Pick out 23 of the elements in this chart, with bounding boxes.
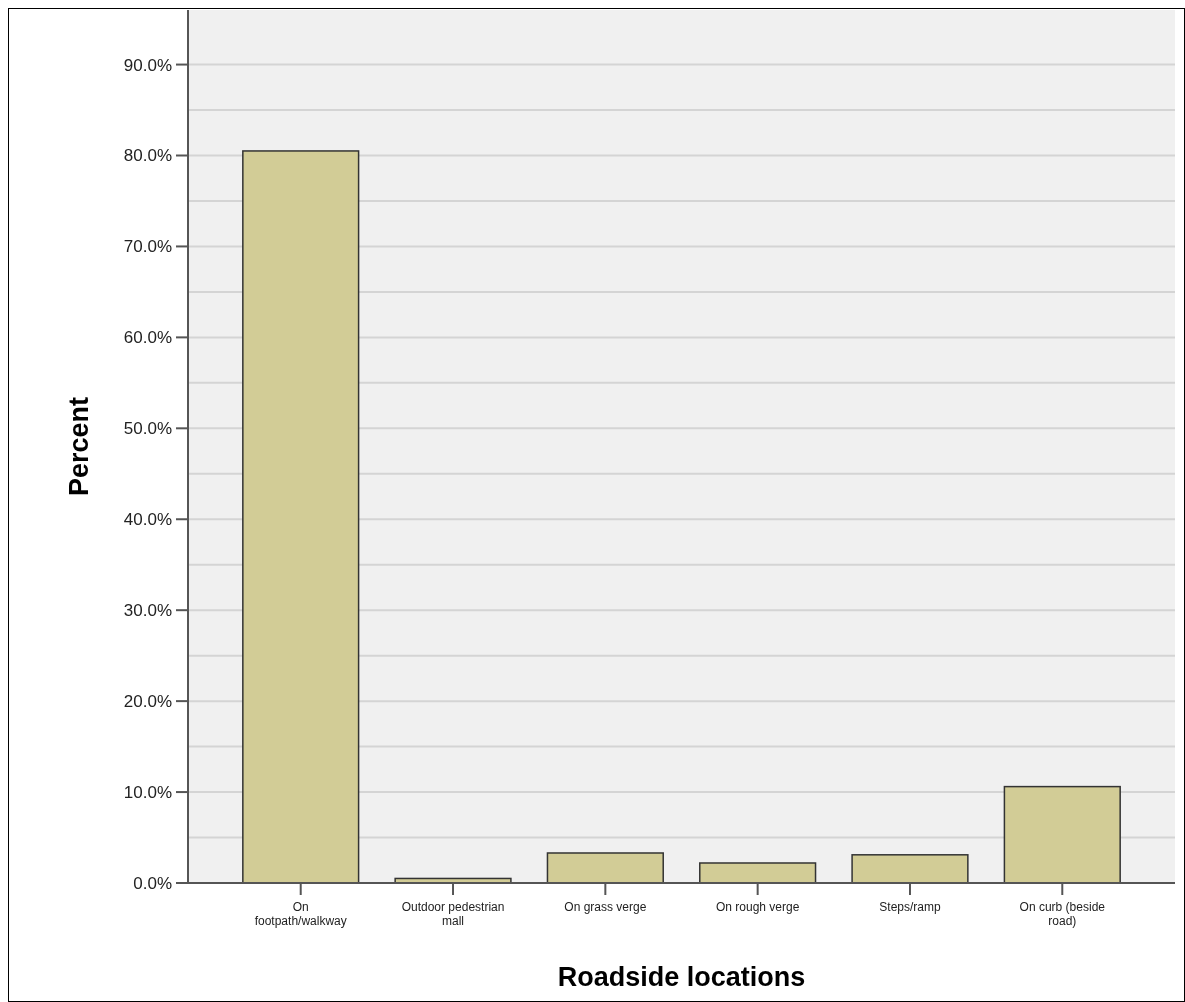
bar xyxy=(242,150,360,884)
y-tick-label: 30.0% xyxy=(123,601,172,621)
x-tick-label: Steps/ramp xyxy=(879,900,941,914)
y-axis-title: Percent xyxy=(64,396,94,497)
bar xyxy=(699,862,817,884)
x-tick-label: On curb (beside road) xyxy=(1019,900,1106,928)
y-tick-label: 80.0% xyxy=(123,146,172,166)
y-tick-label: 40.0% xyxy=(123,510,172,530)
bar xyxy=(546,852,664,884)
x-axis-title: Roadside locations xyxy=(557,962,806,992)
y-tick-label: 60.0% xyxy=(123,328,172,348)
y-tick-label: 20.0% xyxy=(123,692,172,712)
bar xyxy=(1003,785,1121,884)
y-tick-label: 0.0% xyxy=(133,873,172,893)
x-tick-label: On rough verge xyxy=(715,900,800,914)
x-tick-label: On grass verge xyxy=(564,900,647,914)
x-tick-label: On footpath/walkway xyxy=(254,900,347,928)
y-tick-label: 50.0% xyxy=(123,419,172,439)
y-tick-label: 70.0% xyxy=(123,237,172,257)
y-tick-label: 90.0% xyxy=(123,55,172,75)
x-tick-label: Outdoor pedestrian mall xyxy=(401,900,505,928)
y-tick-label: 10.0% xyxy=(123,783,172,803)
bar xyxy=(851,854,969,884)
